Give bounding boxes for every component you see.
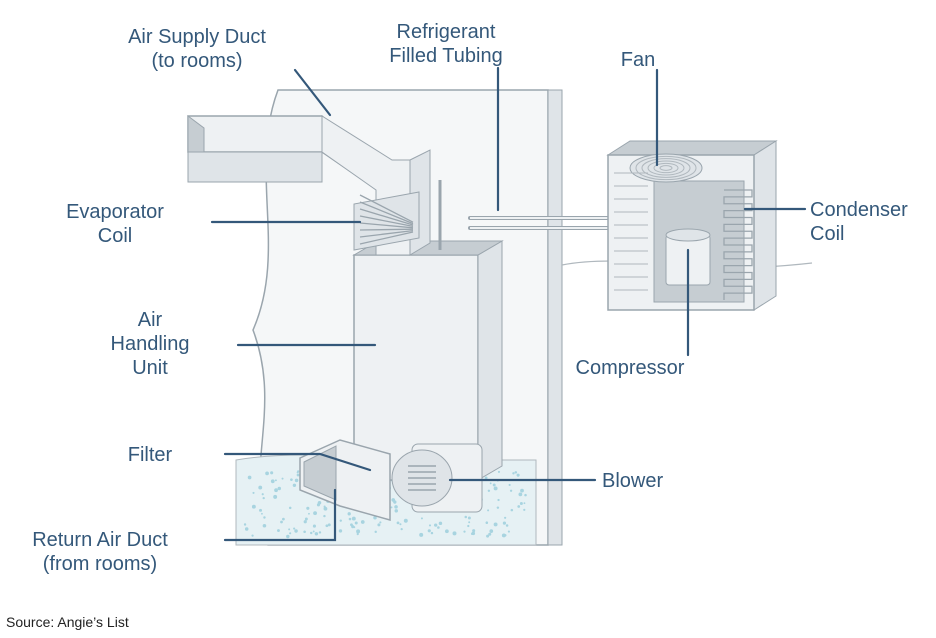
label-refrigerant: Refrigerant Filled Tubing — [336, 20, 556, 68]
label-condenser-coil: Condenser Coil — [810, 198, 908, 246]
label-fan: Fan — [528, 48, 748, 72]
wall-edge — [548, 90, 562, 545]
label-compressor: Compressor — [520, 356, 740, 380]
label-evaporator-coil: Evaporator Coil — [5, 200, 225, 248]
label-return-air-duct: Return Air Duct (from rooms) — [0, 528, 210, 576]
label-filter: Filter — [40, 443, 260, 467]
hvac-diagram: Air Supply Duct (to rooms) Refrigerant Fi… — [0, 0, 936, 638]
label-air-handling: Air Handling Unit — [40, 308, 260, 380]
label-blower: Blower — [602, 469, 663, 493]
blower — [392, 444, 482, 512]
source-attribution: Source: Angie’s List — [6, 614, 129, 630]
label-air-supply-duct: Air Supply Duct (to rooms) — [87, 25, 307, 73]
